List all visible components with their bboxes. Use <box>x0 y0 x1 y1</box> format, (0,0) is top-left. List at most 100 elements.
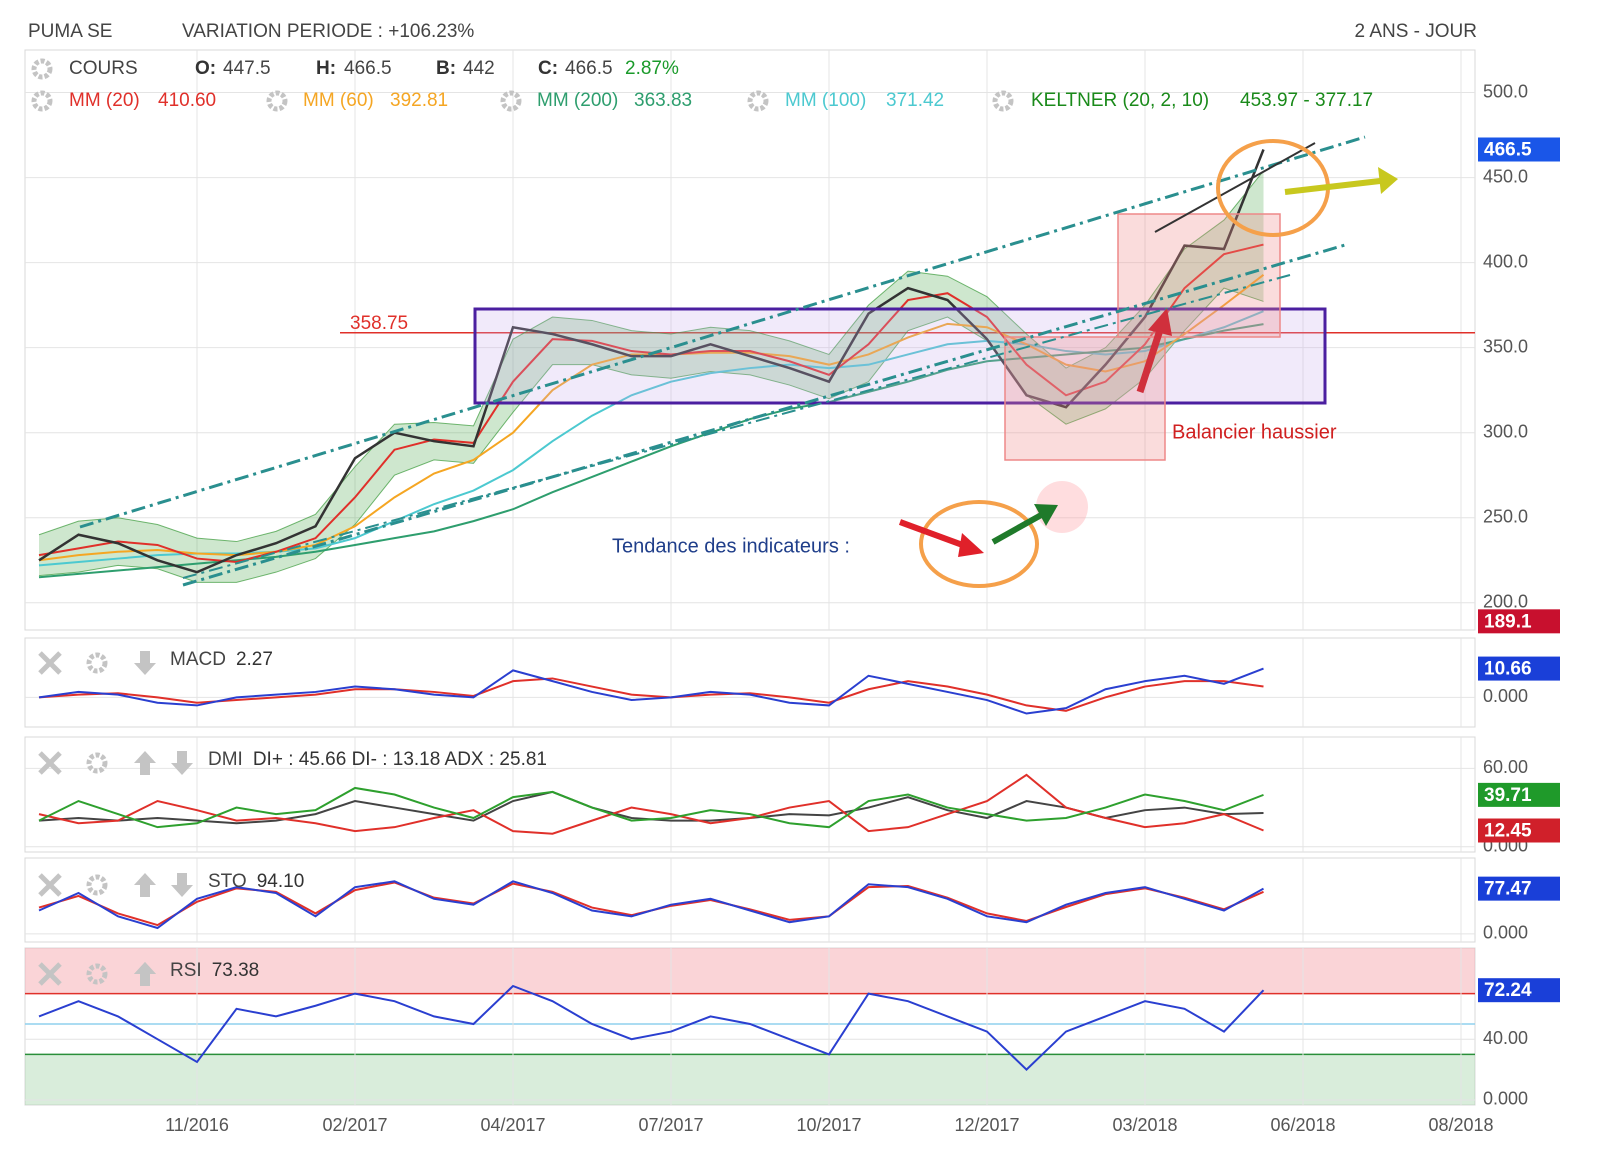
quote-value: 447.5 <box>223 58 271 79</box>
annotation: Balancier haussier <box>1172 421 1337 443</box>
quote-value: 466.5 <box>344 58 392 79</box>
legend-value: DI+ : 45.66 DI- : 13.18 ADX : 25.81 <box>253 749 547 770</box>
gear-icon <box>500 90 522 112</box>
legend-name: KELTNER (20, 2, 10) <box>1031 90 1209 111</box>
down-icon <box>171 873 193 897</box>
value-badge-label: 72.24 <box>1484 980 1532 1001</box>
y-tick-label: 0.000 <box>1483 923 1528 943</box>
arrow <box>991 511 1045 545</box>
close-icon <box>38 962 62 986</box>
gear-icon <box>31 90 53 112</box>
legend-value: 94.10 <box>257 871 305 892</box>
value-badge <box>1478 137 1560 162</box>
series-line <box>38 786 1264 829</box>
x-tick-label: 12/2017 <box>954 1115 1019 1135</box>
x-tick-label: 02/2017 <box>322 1115 387 1135</box>
legend-value: 410.60 <box>158 90 216 111</box>
value-badge-label: 466.5 <box>1484 140 1532 161</box>
oversold-zone <box>25 1054 1475 1105</box>
legend-name: MM (200) <box>537 90 618 111</box>
y-tick-label: 500.0 <box>1483 81 1528 101</box>
arrow-head <box>1034 504 1058 526</box>
up-icon <box>134 873 156 897</box>
quote-label: B: <box>436 58 456 79</box>
x-tick-label: 07/2017 <box>638 1115 703 1135</box>
annotation: Tendance des indicateurs : <box>612 535 850 557</box>
series-line <box>38 149 1265 574</box>
arrow-head <box>958 533 984 557</box>
value-badge-label: 189.1 <box>1484 611 1532 632</box>
quote-value: 442 <box>463 58 495 79</box>
support-label: 358.75 <box>350 313 408 334</box>
x-tick-label: 10/2017 <box>796 1115 861 1135</box>
value-badge <box>1478 876 1560 901</box>
y-tick-label: 60.00 <box>1483 757 1528 777</box>
keltner-line <box>38 287 1264 583</box>
x-tick-label: 03/2018 <box>1112 1115 1177 1135</box>
y-tick-label: 200.0 <box>1483 592 1528 612</box>
series-line <box>38 880 1264 930</box>
gear-icon <box>992 90 1014 112</box>
annotation-shapes <box>79 135 1398 588</box>
gear-icon <box>747 90 769 112</box>
value-badge-label: 12.45 <box>1484 821 1532 842</box>
gear-icon <box>86 874 108 896</box>
overbought-zone <box>25 948 1475 994</box>
quote-label: H: <box>316 58 336 79</box>
panels <box>24 49 1476 1106</box>
x-tick-label: 11/2016 <box>165 1115 229 1135</box>
trend-line <box>182 243 1346 587</box>
legend-name: STO <box>208 871 247 892</box>
value-badge <box>1478 978 1560 1003</box>
legend-value: 2.27 <box>236 649 273 670</box>
x-tick-label: 06/2018 <box>1270 1115 1335 1135</box>
panel <box>24 736 1476 853</box>
arrow-head <box>1378 167 1398 194</box>
y-tick-label: 0.000 <box>1483 686 1528 706</box>
y-tick-label: 400.0 <box>1483 251 1528 271</box>
legend-name: DMI <box>208 749 243 770</box>
quote-change: 2.87% <box>625 58 679 79</box>
close-icon <box>38 873 62 897</box>
value-badge <box>1478 782 1560 807</box>
value-badge-label: 39.71 <box>1484 785 1532 806</box>
arrow-head <box>1148 308 1172 336</box>
legend-name: MM (60) <box>303 90 374 111</box>
up-icon <box>134 751 156 775</box>
subtitle: VARIATION PERIODE : +106.23% <box>182 21 474 42</box>
trend-line <box>1154 142 1316 233</box>
up-icon <box>134 962 156 986</box>
gear-icon <box>86 963 108 985</box>
legend-value: 73.38 <box>212 960 260 981</box>
pink-box <box>1004 336 1166 461</box>
overlay: 200.0 250.0 300.0 350.0 400.0 450.0 500.0 358.7… <box>31 58 1560 1135</box>
keltner-band <box>39 170 1264 583</box>
down-icon <box>171 751 193 775</box>
pink-box <box>1117 213 1281 338</box>
trend-line <box>182 274 1291 579</box>
range-box <box>473 307 1327 405</box>
close-icon <box>38 651 62 675</box>
gear-icon <box>86 752 108 774</box>
y-tick-label: 40.00 <box>1483 1028 1528 1048</box>
gear-icon <box>31 58 53 80</box>
keltner-line <box>38 170 1264 543</box>
legend-name: COURS <box>69 58 138 79</box>
quote-label: O: <box>195 58 216 79</box>
value-badge <box>1478 818 1560 843</box>
series-line <box>38 984 1265 1071</box>
gear-icon <box>86 652 108 674</box>
legend-name: MM (100) <box>785 90 866 111</box>
legend-value: 363.83 <box>634 90 692 111</box>
legend-name: MM (20) <box>69 90 140 111</box>
trend-line <box>79 135 1366 529</box>
legend-value: 392.81 <box>390 90 448 111</box>
legend-value: 371.42 <box>886 90 944 111</box>
y-tick-label: 450.0 <box>1483 166 1528 186</box>
value-badge <box>1478 656 1560 681</box>
value-badge <box>1478 609 1560 634</box>
y-tick-label: 350.0 <box>1483 336 1528 356</box>
close-icon <box>38 751 62 775</box>
